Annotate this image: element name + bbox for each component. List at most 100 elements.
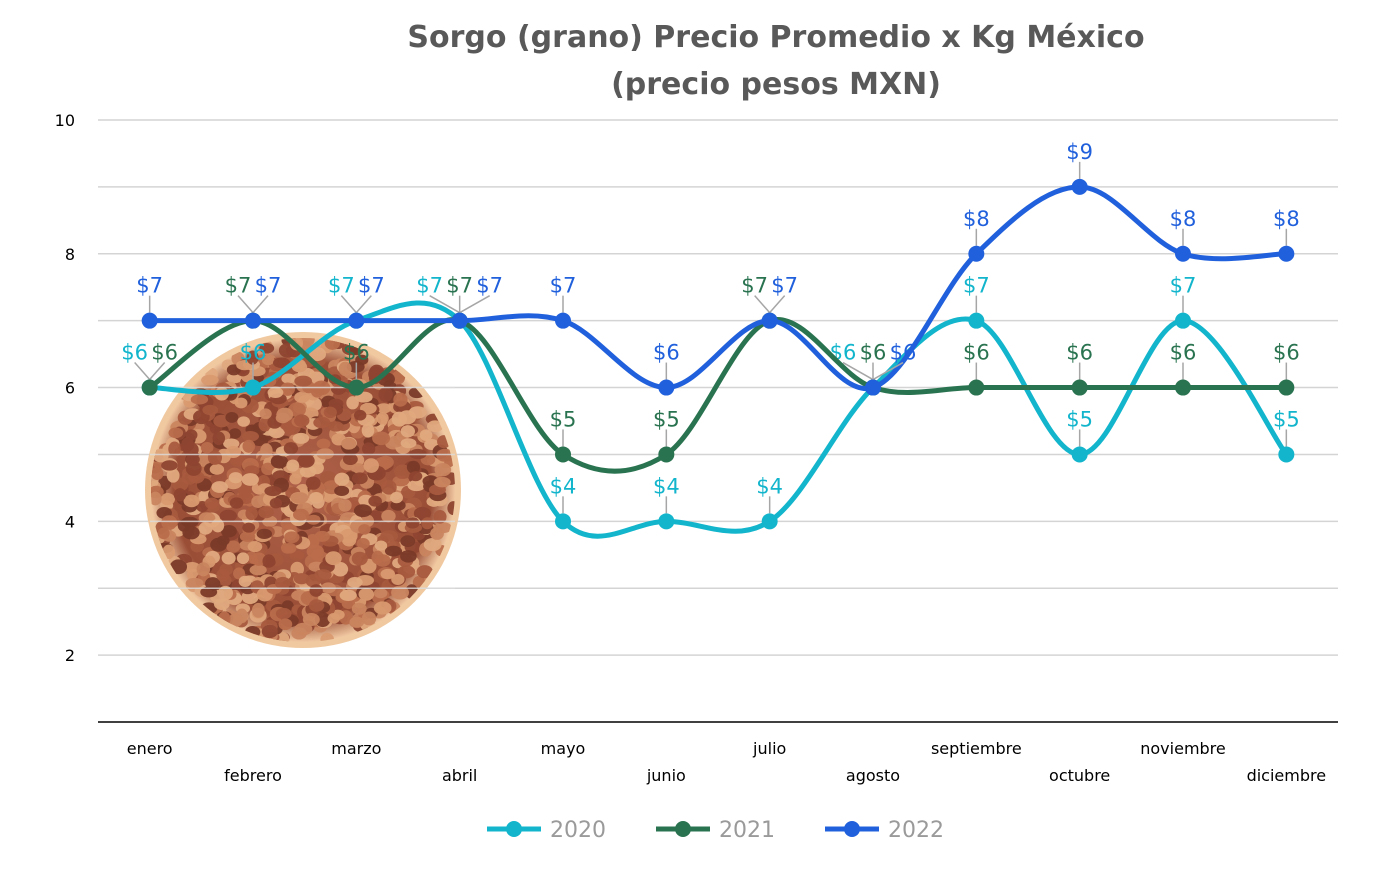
data-point: [1278, 245, 1295, 262]
data-point: [761, 513, 778, 530]
chart-title-line-2: (precio pesos MXN): [611, 67, 941, 102]
data-point: [968, 312, 985, 329]
data-label: $4: [550, 474, 577, 498]
data-label: $6: [121, 341, 148, 365]
data-point: [658, 446, 675, 463]
data-label-leader: [237, 295, 254, 314]
x-tick-label: enero: [127, 739, 173, 758]
data-label-leader: [459, 295, 491, 314]
data-label-leader: [355, 295, 372, 314]
data-label: $8: [1273, 207, 1300, 231]
data-point: [761, 312, 778, 329]
x-tick-label: agosto: [846, 766, 900, 785]
y-axis-ticks: 2 4 6 8 10: [55, 111, 75, 665]
data-point: [245, 312, 261, 329]
data-label: $7: [741, 274, 768, 298]
x-tick-label: septiembre: [931, 739, 1022, 758]
data-label: $7: [550, 274, 577, 298]
data-label: $6: [963, 341, 990, 365]
y-tick-label: 10: [55, 111, 75, 130]
y-tick-label: 4: [65, 512, 75, 531]
data-point: [245, 379, 261, 396]
data-label: $6: [890, 341, 917, 365]
legend: 2020 2021 2022: [487, 818, 944, 843]
data-point: [348, 312, 365, 329]
data-label: $7: [328, 274, 355, 298]
data-label: $7: [963, 274, 990, 298]
x-axis-ticks: enero febrero marzo abril mayo junio julio agos…: [127, 739, 1326, 785]
data-point: [141, 312, 158, 329]
data-label: $7: [255, 274, 282, 298]
data-point: [1071, 379, 1088, 396]
data-point: [451, 312, 468, 329]
data-point: [1175, 312, 1191, 329]
data-label: $5: [1066, 407, 1093, 431]
data-point: [1278, 446, 1295, 463]
y-tick-label: 6: [65, 379, 75, 398]
y-tick-label: 8: [65, 245, 75, 264]
x-tick-label: junio: [646, 766, 686, 785]
data-label: $8: [1170, 207, 1197, 231]
data-label-leader: [340, 295, 357, 314]
data-label: $4: [756, 474, 783, 498]
x-tick-label: noviembre: [1140, 739, 1226, 758]
data-label: $6: [1066, 341, 1093, 365]
data-label: $6: [1170, 341, 1197, 365]
legend-label: 2022: [888, 818, 944, 843]
chart-title-line-1: Sorgo (grano) Precio Promedio x Kg Méxic…: [407, 20, 1144, 55]
data-point: [865, 379, 881, 396]
data-point: [968, 245, 985, 262]
data-point: [658, 513, 675, 530]
legend-label: 2021: [719, 818, 775, 843]
data-label-leader: [252, 295, 269, 314]
data-label: $6: [343, 341, 370, 365]
x-tick-label: diciembre: [1247, 766, 1327, 785]
data-label: $7: [225, 274, 252, 298]
sorghum-grain-image: [145, 332, 461, 648]
data-label: $7: [416, 274, 443, 298]
legend-item-2022: 2022: [825, 818, 944, 843]
data-label-leader: [134, 362, 151, 381]
x-tick-label: julio: [752, 739, 786, 758]
x-tick-label: febrero: [224, 766, 282, 785]
data-label-leader: [872, 361, 904, 381]
x-tick-label: marzo: [331, 739, 381, 758]
data-label: $6: [151, 341, 178, 365]
data-point: [555, 513, 571, 530]
legend-marker: [506, 821, 522, 837]
data-label-leader: [754, 295, 771, 314]
data-label: $6: [653, 341, 680, 365]
legend-marker: [844, 821, 860, 837]
data-label: $7: [771, 274, 798, 298]
data-label: $6: [860, 341, 887, 365]
data-label: $6: [240, 341, 267, 365]
data-label: $4: [653, 474, 680, 498]
data-label: $8: [963, 207, 990, 231]
data-label: $7: [358, 274, 385, 298]
series-lines: $6 $6$7 $7$4 $4 $4$6$7$5$7$5$6$7$6$7$5 $5$7$6…: [121, 140, 1300, 539]
data-label-leader: [149, 362, 166, 381]
series-2022: $7 $7 $7 $7 $7$6$7$6$8$9$8 $8: [136, 140, 1300, 396]
data-label-leader: [769, 295, 786, 314]
data-label: $7: [476, 274, 503, 298]
data-label: $7: [1170, 274, 1197, 298]
legend-marker: [675, 821, 691, 837]
x-tick-label: octubre: [1049, 766, 1110, 785]
data-point: [1175, 245, 1191, 262]
legend-label: 2020: [550, 818, 606, 843]
legend-item-2020: 2020: [487, 818, 606, 843]
x-tick-label: abril: [442, 766, 477, 785]
data-point: [555, 312, 571, 329]
y-tick-label: 2: [65, 646, 75, 665]
data-label: $5: [1273, 407, 1300, 431]
data-point: [141, 379, 158, 396]
data-label-leader: [429, 295, 461, 314]
data-point: [968, 379, 985, 396]
data-point: [555, 446, 571, 463]
data-label-leader: [842, 361, 874, 381]
data-label: $7: [136, 274, 163, 298]
data-point: [1175, 379, 1191, 396]
data-point: [1071, 446, 1088, 463]
data-label: $6: [1273, 341, 1300, 365]
